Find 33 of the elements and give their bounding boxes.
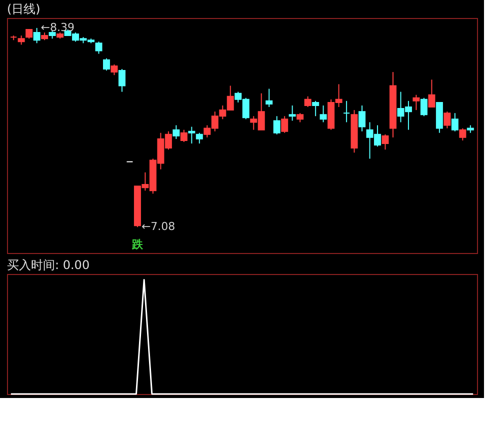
candlestick [304,96,312,108]
candlestick [382,134,389,150]
annotation: ←7.08 [141,220,176,234]
chart-title: 买入时间: 0.00 [7,258,90,272]
candlestick [444,111,451,129]
candlestick [288,104,296,122]
candlestick [110,64,118,76]
candlestick [26,28,33,40]
text: 跌 [130,238,144,252]
candlestick [281,116,288,134]
candlestick [18,35,25,46]
candlestick [266,88,273,108]
candlestick [188,126,196,144]
candlestick [343,100,350,123]
candlestick [95,41,102,54]
annotation: ←8.39 [40,20,75,34]
candlestick [459,128,466,141]
candlestick [358,104,366,132]
candlestick [320,104,327,123]
candlestick [312,100,320,117]
candlestick [412,94,420,111]
candlestick [428,79,436,108]
chart-title: (日线) [7,2,40,16]
candlestick [103,58,110,72]
candlestick [196,132,203,144]
candlestick [420,97,428,117]
candlestick [273,116,280,135]
candlestick [118,68,126,92]
candlestick [296,112,304,123]
candlestick [451,112,458,132]
candlestick [172,124,180,140]
candlestick [33,27,40,44]
candlestick [180,129,188,142]
